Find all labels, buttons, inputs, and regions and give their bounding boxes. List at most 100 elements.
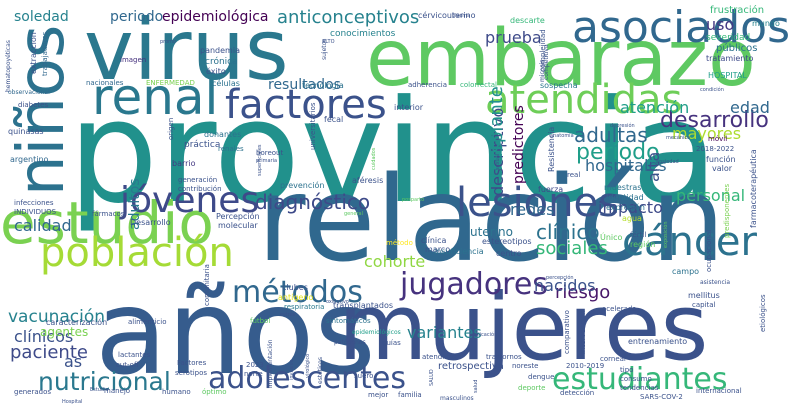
word-entrenamiento: entrenamiento bbox=[628, 337, 688, 346]
word-clinico: clínico bbox=[536, 220, 600, 244]
word-barrio: barrio bbox=[172, 159, 196, 168]
word-cancer: cáncer bbox=[622, 219, 757, 265]
word-boreout: boreout bbox=[256, 149, 284, 157]
word-universitarios: universitarios bbox=[309, 102, 317, 150]
word-anatomia: anatomía bbox=[550, 133, 574, 139]
word-molecular: molecular bbox=[218, 221, 258, 230]
word-individuos: INDIVIDUOS bbox=[14, 208, 57, 216]
word-asociados: asociados bbox=[572, 2, 790, 53]
word-aferesis: aféresis bbox=[352, 176, 384, 185]
word-trabajadores: trabajadores bbox=[41, 31, 49, 76]
word-mayores: mayores bbox=[672, 124, 742, 143]
word-estudiantes: estudiantes bbox=[552, 362, 728, 397]
word-observacional: observacional bbox=[8, 89, 50, 96]
word-conocimientos: conocimientos bbox=[330, 29, 396, 39]
word-transplantados: transplantados bbox=[333, 301, 394, 310]
word-riesgo: riesgo bbox=[555, 282, 611, 303]
word-variantes: variantes bbox=[407, 323, 482, 342]
word-metodo: método bbox=[386, 239, 413, 247]
word-sociales: sociales bbox=[536, 238, 608, 259]
word-generados: generados bbox=[14, 388, 52, 396]
word-primaria: primaria bbox=[256, 158, 278, 164]
word-deteccion: detección bbox=[560, 389, 595, 397]
word-futbol: fútbol bbox=[250, 317, 271, 325]
word-jugadores: jugadores bbox=[400, 267, 548, 302]
word-salud: salud bbox=[473, 379, 479, 393]
word-edad: edad bbox=[730, 98, 770, 117]
word-aplicacion: aplicación bbox=[472, 332, 498, 338]
word-atendidos: atendidos bbox=[422, 353, 457, 361]
word-alto: ALTO bbox=[322, 39, 335, 45]
word-predictores: predictores bbox=[511, 105, 527, 184]
word-promo: promo bbox=[160, 39, 177, 45]
word-region: región bbox=[630, 240, 656, 249]
word-patogenos: patógenos bbox=[334, 339, 366, 346]
word-calidad: calidad bbox=[14, 216, 72, 235]
word-estudio: estudio bbox=[0, 189, 214, 257]
word-expresion: expresión bbox=[606, 203, 645, 212]
word-sexual: sexual bbox=[495, 153, 501, 170]
word-atendidas: atendidas bbox=[485, 77, 683, 123]
word-fuerza: fuerza bbox=[538, 185, 564, 194]
word-internacional: internacional bbox=[696, 387, 742, 395]
word-tratamiento: tratamiento bbox=[706, 54, 754, 63]
word-periodo: periodo bbox=[110, 9, 164, 25]
word-unico: Único bbox=[600, 233, 623, 242]
word-anos: años bbox=[95, 263, 376, 401]
word-muestras: muestras bbox=[604, 183, 642, 192]
word-extraccion: extracción bbox=[29, 32, 38, 74]
word-nutricional: nutricional bbox=[38, 367, 171, 396]
word-2018-2022: 2018-2022 bbox=[696, 145, 735, 153]
word-paciente: paciente bbox=[10, 342, 88, 363]
word-salud-cap: SALUD bbox=[429, 369, 435, 386]
word-cervicouterino: cérvicouterino bbox=[418, 11, 476, 20]
word-factores: factores bbox=[225, 82, 387, 128]
word-uso: uso bbox=[706, 15, 735, 34]
word-origen: origen bbox=[167, 117, 175, 140]
word-retrospectiva: retrospectiva bbox=[438, 361, 504, 372]
word-comparativo: comparativo bbox=[563, 310, 571, 354]
word-acelerada: acelerada bbox=[602, 305, 637, 313]
word-clinicos: clínicos bbox=[14, 327, 74, 346]
word-diagnostico: diagnóstico bbox=[255, 190, 371, 214]
word-asistencia: asistencia bbox=[700, 279, 731, 286]
word-jovenes: jóvenes bbox=[120, 180, 260, 221]
word-campo: campo bbox=[672, 267, 700, 276]
word-adherencia: adherencia bbox=[408, 81, 448, 89]
word-sintomaticos: sintomáticos bbox=[326, 317, 371, 325]
word-tipo: tipo bbox=[620, 366, 634, 374]
word-exposicion: exposición bbox=[663, 221, 669, 248]
word-comunitaria: comunitaria bbox=[203, 264, 211, 306]
word-resultados: resultados bbox=[268, 77, 341, 93]
word-provincia: provincia bbox=[68, 70, 719, 235]
word-impacto: impacto bbox=[598, 198, 663, 217]
word-cohorte: cohorte bbox=[364, 252, 426, 271]
word-renales: renales bbox=[218, 145, 244, 153]
word-nacionales: nacionales bbox=[86, 79, 124, 87]
word-cronica: crónica bbox=[205, 57, 238, 67]
word-estres: estrés bbox=[280, 312, 296, 318]
word-micosis: micosis bbox=[539, 59, 546, 82]
word-funcion: función bbox=[706, 155, 736, 164]
word-clubes: clubes bbox=[282, 283, 308, 292]
word-suero: suero bbox=[354, 372, 374, 380]
word-fecal: fecal bbox=[324, 115, 344, 124]
word-epidemiologica: epidemiológica bbox=[162, 9, 269, 25]
word-hospital-upper: HOSPITAL bbox=[708, 71, 747, 80]
word-metodos: métodos bbox=[232, 275, 363, 310]
word-argentino: argentino bbox=[10, 155, 49, 164]
word-practica: práctica bbox=[184, 140, 221, 150]
word-centro: centro bbox=[496, 249, 522, 258]
word-vacunacion: vacunación bbox=[8, 307, 106, 327]
word-imagen: imagen bbox=[120, 56, 147, 64]
word-humano: humano bbox=[162, 388, 191, 396]
word-desarrollo: desarrollo bbox=[660, 108, 769, 133]
word-exito: éxito bbox=[206, 67, 226, 76]
word-virus: virus bbox=[84, 1, 289, 99]
word-posparto: posparto bbox=[402, 197, 425, 203]
word-manejo: manejo bbox=[104, 387, 131, 395]
word-estudio-cap: Estudio bbox=[90, 387, 109, 393]
word-serotipos: serotipos bbox=[175, 369, 208, 377]
word-condicion: condición bbox=[700, 87, 724, 93]
